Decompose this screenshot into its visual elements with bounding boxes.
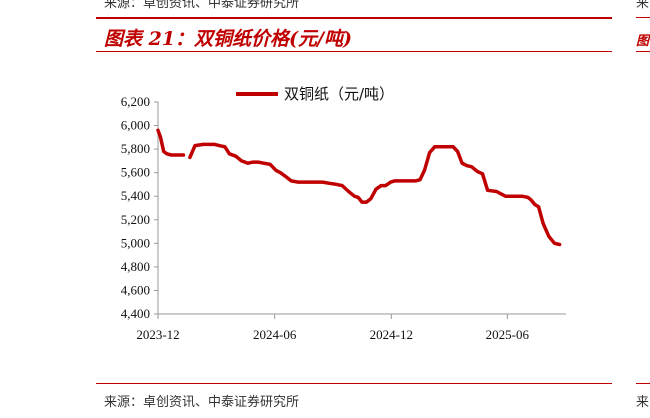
price-line-chart: 双铜纸（元/吨） 4,400 4,600 4,800 5,000 5,200 5,400 5… — [121, 85, 566, 342]
axes: 4,400 4,600 4,800 5,000 5,200 5,400 5,600 5,800… — [121, 94, 566, 342]
y-tick-label: 5,600 — [121, 165, 150, 180]
y-tick-label: 5,000 — [121, 235, 150, 250]
x-tick-label: 2024-12 — [370, 327, 413, 342]
figure-title: 图表 21：双铜纸价格(元/吨) — [104, 28, 352, 50]
top-source-text: 来源：卓创资讯、中泰证券研究所 — [104, 0, 300, 11]
bottom-divider — [96, 383, 612, 384]
edge-divider-title — [636, 51, 650, 52]
y-tick-label: 5,400 — [121, 188, 150, 203]
edge-fragment-title: 图 — [636, 34, 650, 49]
y-tick-label: 6,000 — [121, 118, 150, 133]
bottom-source-text: 来源：卓创资讯、中泰证券研究所 — [104, 395, 300, 410]
series-line-segment — [156, 128, 186, 157]
y-tick-label: 6,200 — [121, 94, 150, 109]
plot-area — [156, 128, 562, 247]
series-line-segment — [188, 142, 562, 247]
edge-fragment-top: 来 — [636, 0, 650, 11]
y-tick-label: 4,600 — [121, 282, 150, 297]
edge-divider-top — [636, 17, 650, 18]
top-divider — [96, 17, 612, 19]
y-tick-label: 5,200 — [121, 212, 150, 227]
legend-label: 双铜纸（元/吨） — [284, 85, 394, 103]
edge-divider-bottom — [636, 383, 650, 384]
y-tick-label: 5,800 — [121, 141, 150, 156]
y-tick-label: 4,400 — [121, 306, 150, 321]
x-tick-label: 2025-06 — [486, 327, 530, 342]
legend: 双铜纸（元/吨） — [236, 85, 394, 103]
x-tick-label: 2024-06 — [253, 327, 297, 342]
y-tick-label: 4,800 — [121, 259, 150, 274]
x-tick-label: 2023-12 — [136, 327, 179, 342]
title-divider — [96, 51, 612, 52]
edge-fragment-bottom: 来 — [636, 395, 650, 410]
